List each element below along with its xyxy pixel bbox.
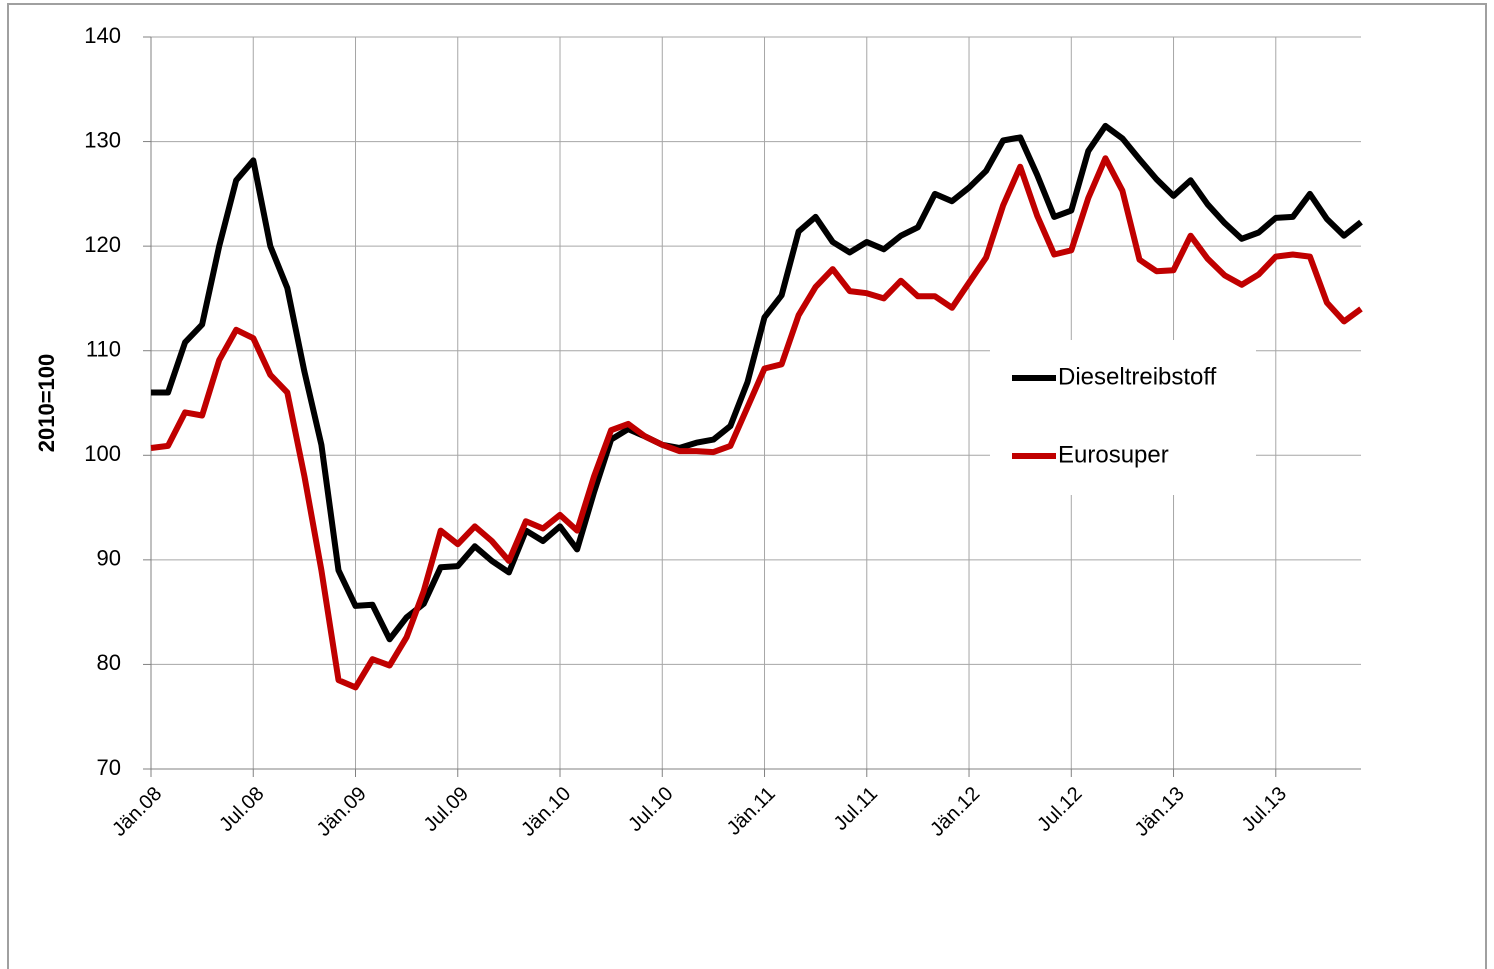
legend-label: Eurosuper [1058, 441, 1169, 468]
x-tick-label: Jul.10 [624, 783, 677, 836]
x-tick-label: Jän.09 [313, 783, 371, 841]
y-tick-label: 120 [84, 232, 121, 257]
frame [7, 3, 1487, 969]
y-tick-label: 90 [97, 546, 121, 571]
x-tick-label: Jul.11 [830, 783, 882, 835]
x-tick-label: Jän.11 [723, 783, 780, 840]
y-tick-label: 100 [84, 441, 121, 466]
y-tick-label: 140 [84, 23, 121, 48]
x-tick-label: Jän.10 [517, 783, 575, 841]
x-tick-label: Jul.12 [1033, 783, 1086, 836]
x-tick-label: Jul.09 [420, 783, 473, 836]
y-tick-label: 80 [97, 650, 121, 675]
series-line [151, 122, 1363, 643]
legend-box [990, 340, 1256, 495]
y-axis-label: 2010=100 [34, 354, 59, 453]
x-tick-label: Jän.08 [108, 783, 166, 841]
x-tick-label: Jul.13 [1238, 783, 1291, 836]
y-tick-label: 110 [86, 337, 121, 362]
y-tick-label: 70 [97, 755, 121, 780]
series-line [150, 155, 1363, 691]
x-tick-label: Jul.08 [215, 783, 268, 836]
x-tick-label: Jän.12 [926, 783, 984, 841]
legend-label: Dieseltreibstoff [1058, 363, 1217, 390]
x-tick-label: Jän.13 [1131, 783, 1189, 841]
y-tick-label: 130 [84, 127, 121, 152]
